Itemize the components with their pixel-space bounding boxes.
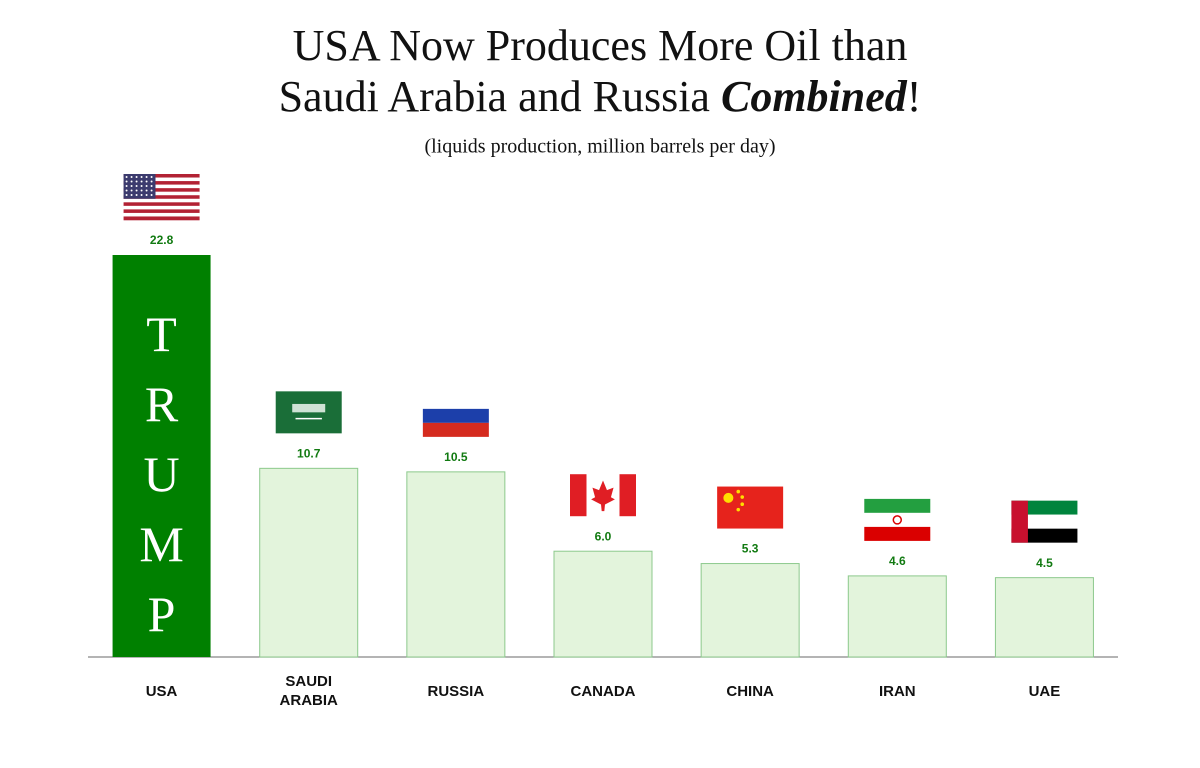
title-part: ! [907, 72, 922, 121]
value-label: 4.6 [889, 554, 906, 568]
flag-part [422, 408, 489, 423]
flag-part [130, 185, 133, 187]
flag-part [292, 403, 326, 413]
bar [553, 550, 653, 658]
flag-part [123, 198, 200, 203]
value-label: 5.3 [742, 542, 759, 556]
flag-part [723, 492, 734, 503]
flag-part [145, 180, 148, 183]
flag-part [150, 189, 153, 192]
flag-part [150, 185, 153, 187]
flag-part [140, 194, 143, 196]
value-label: 10.5 [444, 450, 468, 464]
flag-part [123, 184, 200, 189]
flag-part [591, 480, 615, 512]
flag [570, 474, 636, 517]
chart-title: Saudi Arabia and Russia Combined! [279, 72, 922, 121]
flag-part [145, 194, 148, 196]
flag-part [145, 185, 148, 187]
flag-part [145, 189, 148, 192]
flag-part [123, 174, 200, 178]
bar [112, 255, 211, 657]
flag-part [123, 195, 200, 200]
bar [994, 577, 1094, 658]
x-tick-label: CANADA [570, 682, 636, 700]
flag-part [123, 202, 200, 207]
chart-title: USA Now Produces More Oil than [293, 21, 908, 70]
value-label: 6.0 [595, 529, 612, 543]
flag-part [130, 176, 133, 178]
flag-part [140, 176, 143, 178]
flag-part [123, 216, 200, 221]
flag-part [422, 394, 489, 409]
flag-part [140, 185, 143, 187]
x-tick-label: RUSSIA [427, 682, 485, 700]
flag-part [125, 185, 128, 187]
bar [847, 575, 947, 658]
flag-part [140, 180, 143, 183]
flag [422, 394, 489, 437]
flag-part [570, 474, 587, 517]
flag [275, 391, 342, 434]
flag-part [150, 180, 153, 183]
flag-part [135, 194, 138, 196]
flag-part [422, 422, 489, 437]
title-part: Saudi Arabia and Russia [279, 72, 721, 121]
bar-annotation: TRUMP [134, 306, 190, 656]
x-tick-label: CHINA [726, 682, 774, 700]
flag-part [135, 185, 138, 187]
flag-part [740, 502, 745, 506]
value-label: 10.7 [297, 447, 321, 461]
bar [259, 467, 359, 658]
value-label: 22.8 [150, 233, 174, 247]
flag-part [123, 212, 200, 217]
flag-part [123, 177, 200, 182]
flag-part [736, 489, 741, 494]
chart-subtitle: (liquids production, million barrels per… [424, 136, 775, 158]
flag-part [892, 515, 903, 525]
flag [1011, 500, 1078, 543]
flag-part [150, 176, 153, 178]
flag-part [130, 189, 133, 192]
flag-part [619, 474, 636, 517]
x-tick-label: UAE [1028, 682, 1061, 700]
title-emphasis: Combined [721, 72, 908, 121]
flag-part [740, 495, 745, 499]
flag-part [123, 205, 200, 210]
x-tick-label: IRAN [878, 682, 916, 700]
flag-part [123, 191, 200, 196]
flag-part [140, 189, 143, 192]
flag-part [135, 189, 138, 192]
flag-part [145, 176, 148, 178]
flag-part [736, 507, 741, 512]
flag-part [864, 498, 931, 513]
flag-part [135, 180, 138, 183]
bar [700, 563, 800, 658]
flag-part [130, 180, 133, 183]
flag [717, 486, 784, 529]
flag-part [123, 209, 200, 214]
flag-part [130, 194, 133, 196]
x-tick-label: SAUDI ARABIA [279, 673, 338, 709]
bar [406, 471, 506, 658]
x-tick-label: USA [145, 682, 178, 700]
flag-part [135, 176, 138, 178]
flag-part [864, 526, 931, 541]
flag-part [150, 194, 153, 196]
flag-part [717, 486, 784, 529]
flag-part [123, 174, 156, 199]
flag-part [125, 194, 128, 196]
value-label: 4.5 [1036, 556, 1053, 570]
flag-part [125, 176, 128, 178]
flag [864, 498, 931, 541]
flag [123, 174, 200, 221]
flag-part [123, 188, 200, 192]
flag-part [1011, 500, 1028, 543]
flag-part [123, 181, 200, 185]
flag-part [125, 189, 128, 192]
flag-part [864, 512, 931, 527]
flag-part [125, 180, 128, 183]
